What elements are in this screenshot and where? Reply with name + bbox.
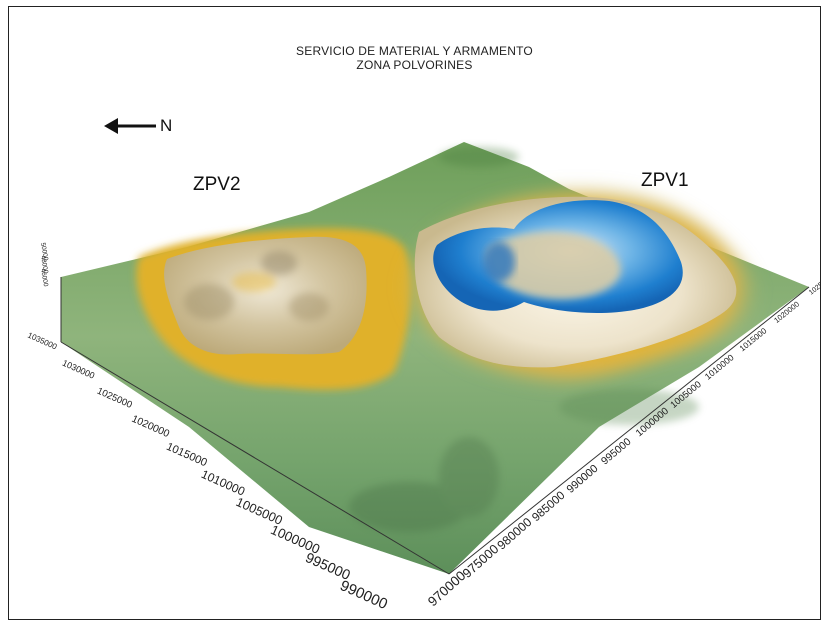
map-title-line2: ZONA POLVORINES — [356, 58, 473, 72]
map-frame: SERVICIO DE MATERIAL Y ARMAMENTO ZONA PO… — [8, 6, 821, 620]
north-label: N — [160, 116, 173, 135]
zpv2-mound — [164, 236, 367, 355]
left-axis-tick: 990000 — [337, 577, 390, 613]
bottom-axis-tick: 975000 — [459, 541, 501, 581]
left-axis-tick: 1015000 — [164, 441, 208, 470]
bottom-axis-tick: 1000000 — [634, 405, 671, 439]
map-title-line1: SERVICIO DE MATERIAL Y ARMAMENTO — [296, 44, 533, 58]
bottom-axis-tick: 1010000 — [703, 352, 736, 381]
left-axis-tick: 1030000 — [61, 358, 96, 381]
bottom-axis-tick: 990000 — [565, 463, 601, 496]
z-axis-tick: 50000 — [39, 242, 49, 261]
bottom-axis-tick: 985000 — [530, 488, 568, 524]
left-axis-tick: 1035000 — [26, 331, 59, 352]
north-arrow-icon — [104, 118, 156, 134]
left-axis-line — [60, 341, 450, 575]
left-axis-tick: 1010000 — [199, 467, 247, 499]
bottom-axis-tick: 1025000 — [808, 274, 820, 296]
bottom-axis-line — [448, 286, 810, 575]
bottom-axis-tick: 970000 — [425, 568, 469, 609]
bottom-axis-tick: 1020000 — [772, 300, 801, 325]
zone-label-zpv1: ZPV1 — [641, 170, 689, 191]
z-axis-tick: 48000 — [39, 255, 49, 274]
bottom-axis-tick: 1015000 — [738, 326, 769, 353]
zone-label-zpv2: ZPV2 — [193, 174, 241, 195]
bottom-axis-tick: 1005000 — [668, 378, 703, 410]
z-axis-tick: 46000 — [39, 268, 49, 287]
bottom-axis-tick: 980000 — [494, 515, 534, 553]
terrain-3d-surface — [60, 142, 810, 575]
axis-tick-labels: 1035000103000010250001020000101500010100… — [26, 242, 820, 613]
bottom-axis-tick: 995000 — [599, 436, 634, 468]
left-axis-tick: 1025000 — [95, 386, 134, 411]
left-axis-tick: 1020000 — [130, 414, 171, 440]
